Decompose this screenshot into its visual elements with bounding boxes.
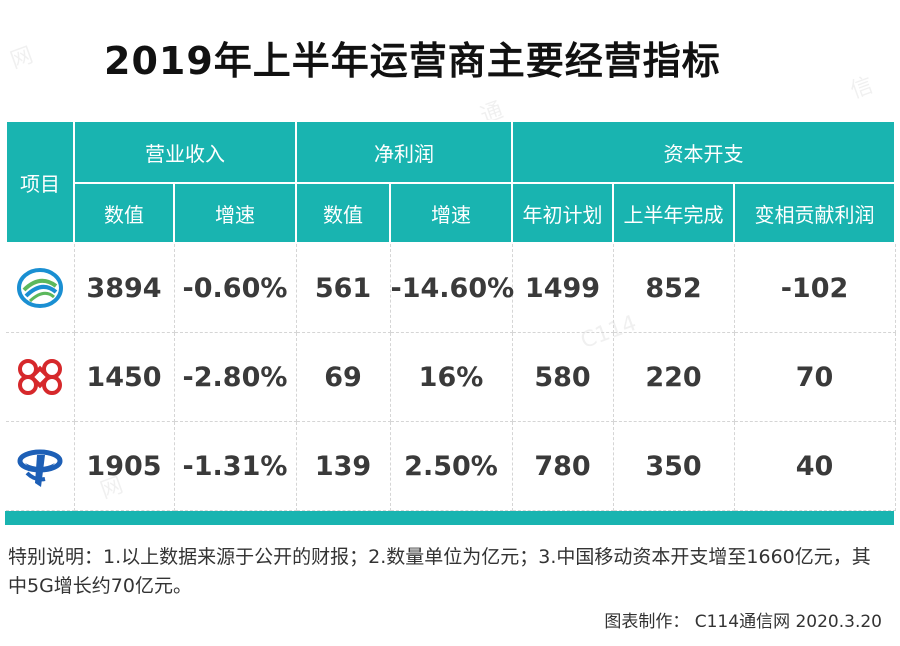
subheader-profit-value: 数值 (295, 182, 391, 244)
cell-capex-plan: 1499 (511, 242, 614, 333)
cell-capex-profit-contribution: -102 (733, 242, 896, 333)
logo-cell (6, 242, 75, 333)
cell-capex-plan: 580 (511, 332, 614, 422)
watermark: 信 (847, 72, 877, 104)
page-title: 2019年上半年运营商主要经营指标 (104, 39, 721, 83)
cell-profit-value: 561 (295, 242, 391, 333)
cell-capex-profit-contribution: 40 (733, 421, 896, 511)
cell-revenue-value: 1905 (73, 421, 175, 511)
table-row: 1905 -1.31% 139 2.50% 780 350 40 (6, 421, 896, 511)
cell-revenue-value: 3894 (73, 242, 175, 333)
footnote: 特别说明：1.以上数据来源于公开的财报；2.数量单位为亿元；3.中国移动资本开支… (8, 546, 871, 597)
subheader-capex-h1: 上半年完成 (612, 182, 735, 244)
cell-capex-h1: 350 (612, 421, 735, 511)
subheader-capex-plan: 年初计划 (511, 182, 614, 244)
header-group-net-profit: 净利润 (295, 120, 513, 184)
header-item: 项目 (5, 120, 75, 244)
cell-profit-growth: -14.60% (389, 242, 514, 333)
table-row: 3894 -0.60% 561 -14.60% 1499 852 -102 (6, 242, 896, 333)
indicators-table: 项目 营业收入 净利润 资本开支 数值 增速 数值 增速 年初计划 上半年完成 … (5, 120, 897, 511)
table-row: 1450 -2.80% 69 16% 580 220 70 (6, 332, 896, 422)
header-group-revenue: 营业收入 (73, 120, 297, 184)
cell-profit-value: 139 (295, 421, 391, 511)
subheader-revenue-growth: 增速 (173, 182, 297, 244)
cell-profit-growth: 16% (389, 332, 513, 422)
cell-capex-plan: 780 (511, 421, 614, 511)
subheader-revenue-value: 数值 (73, 182, 175, 244)
cell-profit-growth: 2.50% (389, 421, 513, 511)
cell-capex-h1: 852 (612, 242, 735, 333)
table-bottom-bar (5, 511, 894, 525)
logo-cell (6, 421, 75, 511)
watermark: 网 (7, 42, 37, 74)
china-unicom-logo-icon (17, 359, 62, 395)
cell-revenue-growth: -2.80% (173, 332, 297, 422)
chart-credit: 图表制作： C114通信网 2020.3.20 (604, 612, 882, 632)
cell-capex-h1: 220 (612, 332, 735, 422)
logo-cell (6, 332, 75, 422)
indicators-table-wrap: 项目 营业收入 净利润 资本开支 数值 增速 数值 增速 年初计划 上半年完成 … (5, 120, 897, 525)
cell-revenue-growth: -0.60% (173, 242, 297, 333)
subheader-capex-profit-contribution: 变相贡献利润 (732, 182, 897, 244)
cell-revenue-growth: -1.31% (173, 421, 297, 511)
china-mobile-logo-icon (16, 268, 63, 308)
cell-capex-profit-contribution: 70 (733, 332, 896, 422)
subheader-profit-growth: 增速 (389, 182, 513, 244)
china-telecom-logo-icon (17, 449, 63, 487)
header-group-capex: 资本开支 (510, 120, 897, 184)
cell-revenue-value: 1450 (73, 332, 175, 422)
cell-profit-value: 69 (295, 332, 391, 422)
